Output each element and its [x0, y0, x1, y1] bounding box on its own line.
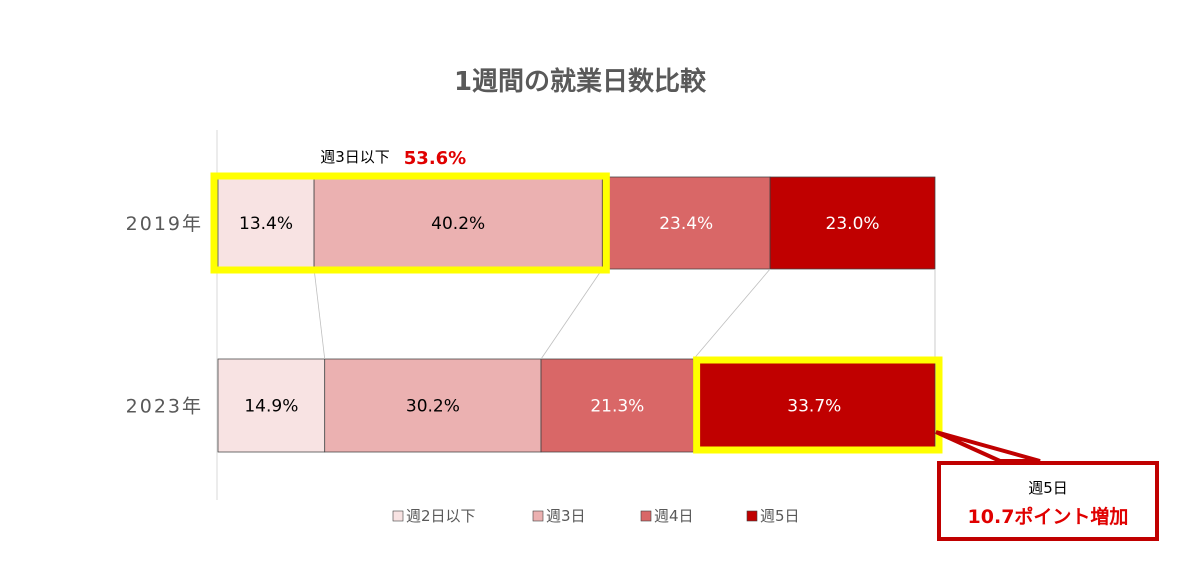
callout-sub-text: 週5日 [1028, 479, 1068, 497]
highlight-box-2019 [210, 172, 610, 274]
data-label-1-2: 21.3% [590, 397, 644, 417]
bar-segment-1-3 [693, 358, 936, 453]
bar-segment-0-2 [601, 176, 771, 270]
callout-box: 週5日 10.7ポイント増加 [937, 461, 1159, 541]
bars-group: 13.4% 40.2% 23.4% 23.0% 14.9% 30.2% 21.3% 33.7% [217, 176, 936, 453]
legend-swatch-0 [392, 510, 404, 522]
legend-label-2: 週4日 [654, 507, 694, 525]
data-label-0-3: 23.0% [826, 214, 880, 234]
legend-label-1: 週3日 [546, 507, 586, 525]
bar-segment-0-3 [769, 176, 936, 270]
bar-segment-1-1 [324, 358, 542, 453]
bar-segment-1-0 [217, 358, 326, 453]
y-tick-label-0: 2019年 [126, 213, 203, 235]
callout-pointer [935, 430, 1041, 463]
legend: 週2日以下 週3日 週4日 週5日 [392, 507, 800, 525]
bar-segment-0-0 [217, 176, 315, 270]
data-label-1-1: 30.2% [406, 397, 460, 417]
highlight-box-2023 [693, 356, 943, 454]
data-label-1-3: 33.7% [787, 397, 841, 417]
bar-segment-1-2 [540, 358, 694, 453]
series-connector-line-1 [540, 268, 603, 360]
legend-label-0: 週2日以下 [406, 507, 476, 525]
data-label-0-0: 13.4% [239, 214, 293, 234]
legend-swatch-3 [746, 510, 758, 522]
top-annotation-value: 53.6% [404, 148, 466, 169]
legend-swatch-2 [640, 510, 652, 522]
data-label-0-1: 40.2% [431, 214, 485, 234]
chart-title: 1週間の就業日数比較 [454, 66, 707, 97]
series-connector-line-0 [313, 268, 326, 360]
callout-main-text: 10.7ポイント増加 [967, 506, 1129, 528]
y-tick-label-1: 2023年 [126, 396, 203, 418]
legend-swatch-1 [532, 510, 544, 522]
legend-label-3: 週5日 [760, 507, 800, 525]
data-label-1-0: 14.9% [244, 397, 298, 417]
series-connector-line-2 [693, 268, 771, 360]
data-label-0-2: 23.4% [659, 214, 713, 234]
top-annotation-label: 週3日以下 [320, 148, 390, 166]
y-labels-group: 2019年 2023年 [126, 213, 203, 418]
overlays-group: 週3日以下 53.6% [210, 148, 1041, 463]
